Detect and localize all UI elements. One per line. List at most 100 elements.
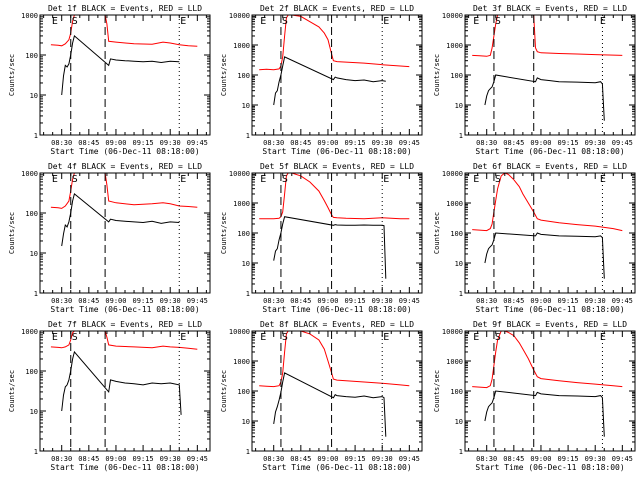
y-tick-label: 100 bbox=[237, 72, 250, 80]
y-tick-label: 1 bbox=[459, 448, 463, 456]
x-tick-label: 09:00 bbox=[530, 455, 551, 463]
detector-panel: Det 7f BLACK = Events, RED = LLD E S E 1 10 10… bbox=[8, 320, 211, 472]
x-tick-label: 09:45 bbox=[612, 455, 633, 463]
x-tick-label: 08:45 bbox=[78, 139, 99, 147]
panel-title: Det 8f BLACK = Events, RED = LLD bbox=[260, 320, 414, 329]
y-tick-label: 1 bbox=[246, 448, 250, 456]
x-tick-label: 09:00 bbox=[530, 139, 551, 147]
x-tick-label: 08:45 bbox=[78, 297, 99, 305]
x-tick-label: 09:15 bbox=[558, 455, 579, 463]
detector-panel: Det 6f BLACK = Events, RED = LLD E S E 1 10 10… bbox=[433, 162, 636, 314]
y-tick-label: 10000 bbox=[442, 12, 463, 20]
segment-marker-label: E bbox=[473, 16, 479, 27]
x-axis-label: Start Time (06-Dec-11 08:18:00) bbox=[262, 147, 411, 156]
x-tick-label: 09:45 bbox=[187, 455, 208, 463]
x-tick-label: 08:30 bbox=[51, 455, 72, 463]
x-tick-label: 09:45 bbox=[187, 297, 208, 305]
x-tick-label: 09:00 bbox=[105, 139, 126, 147]
y-axis-label: Counts/sec bbox=[220, 212, 228, 254]
y-tick-label: 10 bbox=[30, 92, 38, 100]
x-tick-label: 08:30 bbox=[476, 139, 497, 147]
x-axis-label: Start Time (06-Dec-11 08:18:00) bbox=[475, 147, 624, 156]
x-tick-label: 09:30 bbox=[160, 297, 181, 305]
x-tick-label: 09:15 bbox=[345, 139, 366, 147]
x-tick-label: 09:15 bbox=[558, 139, 579, 147]
x-axis-label: Start Time (06-Dec-11 08:18:00) bbox=[50, 305, 199, 314]
y-tick-label: 10 bbox=[455, 260, 463, 268]
x-tick-label: 08:45 bbox=[290, 455, 311, 463]
x-tick-label: 09:00 bbox=[317, 297, 338, 305]
y-axis-label: Counts/sec bbox=[433, 370, 441, 412]
x-tick-label: 08:30 bbox=[263, 297, 284, 305]
y-tick-label: 1000 bbox=[446, 200, 463, 208]
x-tick-label: 08:30 bbox=[51, 297, 72, 305]
y-axis-label: Counts/sec bbox=[8, 212, 16, 254]
y-tick-label: 10000 bbox=[229, 328, 250, 336]
x-tick-label: 09:00 bbox=[317, 139, 338, 147]
y-tick-label: 10000 bbox=[442, 328, 463, 336]
x-tick-label: 09:30 bbox=[585, 455, 606, 463]
y-tick-label: 10 bbox=[30, 408, 38, 416]
lld-series-line bbox=[259, 15, 410, 71]
y-tick-label: 1 bbox=[246, 132, 250, 140]
x-tick-label: 08:30 bbox=[476, 455, 497, 463]
x-tick-label: 09:30 bbox=[585, 139, 606, 147]
y-tick-label: 10000 bbox=[442, 170, 463, 178]
y-tick-label: 10 bbox=[242, 260, 250, 268]
x-tick-label: 08:45 bbox=[290, 297, 311, 305]
events-series-line bbox=[484, 74, 605, 121]
x-tick-label: 09:00 bbox=[317, 455, 338, 463]
y-tick-label: 100 bbox=[450, 230, 463, 238]
y-tick-label: 1000 bbox=[233, 200, 250, 208]
y-tick-label: 1000 bbox=[21, 170, 38, 178]
y-tick-label: 10000 bbox=[229, 12, 250, 20]
lld-series-line bbox=[50, 331, 198, 350]
x-tick-label: 09:45 bbox=[399, 139, 420, 147]
x-axis-label: Start Time (06-Dec-11 08:18:00) bbox=[262, 463, 411, 472]
detector-panel: Det 2f BLACK = Events, RED = LLD E S E 1 10 10… bbox=[220, 4, 423, 156]
x-tick-label: 08:30 bbox=[263, 455, 284, 463]
segment-marker-label: E bbox=[473, 332, 479, 343]
y-tick-label: 100 bbox=[25, 52, 38, 60]
x-tick-label: 08:45 bbox=[290, 139, 311, 147]
x-tick-label: 08:45 bbox=[78, 455, 99, 463]
x-tick-label: 09:45 bbox=[399, 297, 420, 305]
y-tick-label: 1000 bbox=[446, 358, 463, 366]
x-tick-label: 09:30 bbox=[372, 297, 393, 305]
x-axis-label: Start Time (06-Dec-11 08:18:00) bbox=[262, 305, 411, 314]
segment-marker-label: E bbox=[260, 16, 266, 27]
y-tick-label: 100 bbox=[25, 210, 38, 218]
segment-marker-label: E bbox=[260, 332, 266, 343]
detector-panel: Det 4f BLACK = Events, RED = LLD E S E 1 10 10… bbox=[8, 162, 211, 314]
detector-panel: Det 9f BLACK = Events, RED = LLD E S E 1 10 10… bbox=[433, 320, 636, 472]
y-tick-label: 1000 bbox=[233, 358, 250, 366]
x-tick-label: 08:45 bbox=[503, 455, 524, 463]
segment-marker-label: S bbox=[72, 16, 78, 27]
x-tick-label: 09:45 bbox=[612, 139, 633, 147]
segment-marker-label: E bbox=[180, 174, 186, 185]
x-axis-label: Start Time (06-Dec-11 08:18:00) bbox=[50, 147, 199, 156]
y-tick-label: 10 bbox=[30, 250, 38, 258]
x-tick-label: 08:30 bbox=[51, 139, 72, 147]
segment-marker-label: S bbox=[495, 16, 501, 27]
segment-marker-label: S bbox=[282, 332, 288, 343]
segment-marker-label: E bbox=[180, 332, 186, 343]
events-series-line bbox=[61, 34, 180, 96]
y-axis-label: Counts/sec bbox=[433, 54, 441, 96]
lld-series-line bbox=[259, 173, 410, 220]
y-axis-label: Counts/sec bbox=[433, 212, 441, 254]
x-tick-label: 09:00 bbox=[105, 297, 126, 305]
detector-panel: Det 1f BLACK = Events, RED = LLD E S E 1 10 10… bbox=[8, 4, 211, 156]
y-axis-label: Counts/sec bbox=[8, 54, 16, 96]
panel-title: Det 9f BLACK = Events, RED = LLD bbox=[473, 320, 627, 329]
y-tick-label: 1000 bbox=[446, 42, 463, 50]
panel-title: Det 1f BLACK = Events, RED = LLD bbox=[48, 4, 202, 13]
panel-title: Det 4f BLACK = Events, RED = LLD bbox=[48, 162, 202, 171]
y-tick-label: 100 bbox=[237, 388, 250, 396]
segment-marker-label: S bbox=[282, 174, 288, 185]
x-tick-label: 09:45 bbox=[612, 297, 633, 305]
x-tick-label: 08:45 bbox=[503, 297, 524, 305]
y-tick-label: 1000 bbox=[233, 42, 250, 50]
